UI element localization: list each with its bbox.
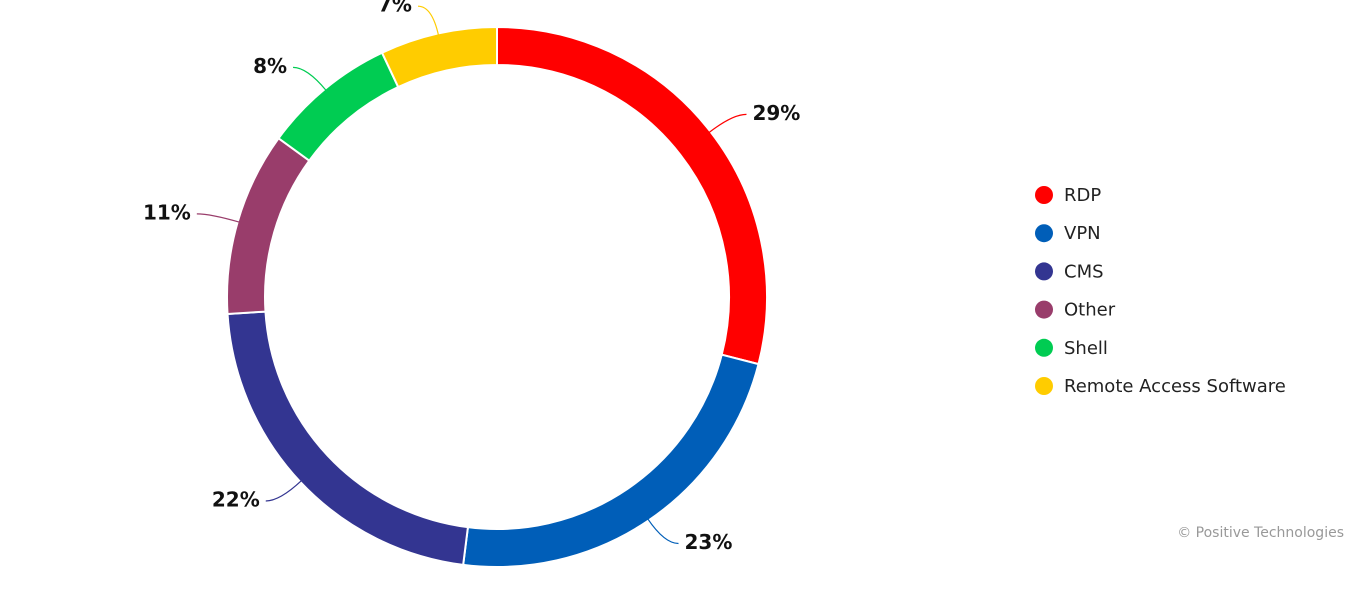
legend-marker bbox=[1035, 224, 1053, 243]
credit: © Positive Technologies bbox=[1177, 525, 1344, 541]
donut-segment bbox=[226, 136, 311, 316]
leader-line bbox=[708, 113, 747, 134]
legend-label: CMS bbox=[1064, 261, 1104, 282]
legend-label: RDP bbox=[1064, 185, 1101, 206]
donut-segment bbox=[226, 310, 470, 566]
legend-marker bbox=[1035, 300, 1053, 319]
legend-marker bbox=[1035, 186, 1053, 204]
legend-label: Shell bbox=[1064, 338, 1108, 359]
legend-marker bbox=[1035, 262, 1053, 281]
data-label: 7% bbox=[378, 0, 412, 17]
legend-marker bbox=[1035, 377, 1053, 395]
leader-line bbox=[265, 480, 303, 502]
legend-label: Remote Access Software bbox=[1064, 376, 1286, 397]
leader-line bbox=[196, 213, 240, 223]
legend-label: VPN bbox=[1064, 223, 1101, 244]
legend-label: Other bbox=[1064, 300, 1116, 321]
data-label: 8% bbox=[253, 54, 287, 78]
data-label: 11% bbox=[143, 200, 191, 224]
data-label: 29% bbox=[752, 101, 800, 125]
donut-segment bbox=[496, 25, 768, 366]
donut-segment bbox=[380, 25, 498, 89]
data-label: 22% bbox=[212, 487, 260, 511]
leader-line bbox=[417, 5, 440, 36]
leader-line bbox=[293, 66, 327, 91]
data-label: 23% bbox=[685, 530, 733, 554]
leader-line bbox=[647, 518, 679, 545]
donut-segment bbox=[277, 51, 400, 163]
legend-marker bbox=[1035, 338, 1053, 357]
